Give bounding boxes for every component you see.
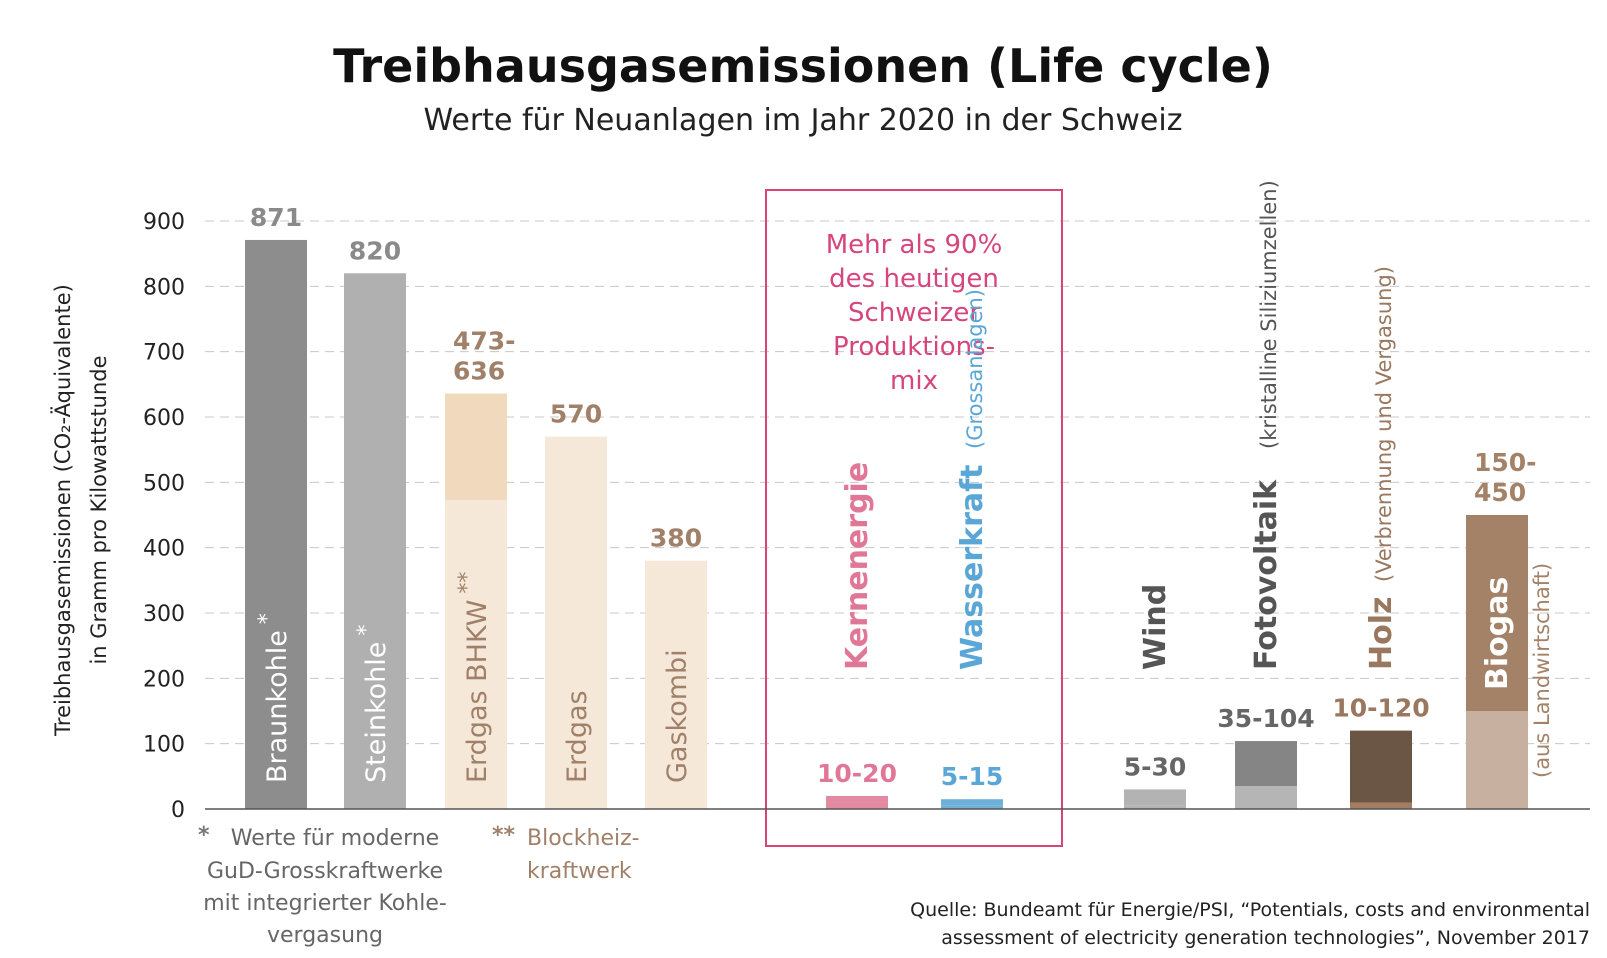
bar-name-fotovoltaik: Fotovoltaik — [1249, 479, 1284, 670]
y-tick-label: 200 — [143, 667, 185, 692]
y-axis-label-line1: Treibhausgasemissionen (CO₂-Äquivalente) — [50, 284, 75, 737]
bar-name-erdgas-bhkw: Erdgas BHKW** — [455, 572, 493, 783]
value-label-biogas: 150- — [1474, 448, 1537, 477]
footnote-bhkw-marker: ** — [492, 823, 516, 848]
bar-name-marker: * — [255, 613, 280, 624]
value-label-biogas: 450 — [1474, 478, 1526, 507]
y-axis-label: Treibhausgasemissionen (CO₂-Äquivalente)… — [50, 284, 111, 737]
bar-name-marker: * — [354, 625, 379, 636]
footnote-coal-line1: Werte für moderne — [231, 826, 439, 851]
bar-name-erdgas: Erdgas — [562, 690, 593, 783]
value-label-erdgas-bhkw: 473- — [453, 326, 516, 355]
value-label-wind: 5-30 — [1124, 752, 1187, 781]
bar-fotovoltaik-low — [1235, 786, 1297, 809]
y-tick-label: 400 — [143, 537, 185, 562]
bar-gaskombi-low — [645, 560, 707, 809]
bar-group-holz: 10-120 Holz (Verbrennung und Vergasung) — [1332, 266, 1430, 809]
footnote-coal: * Werte für moderne GuD-Grosskraftwerke … — [198, 823, 447, 948]
value-label-gaskombi: 380 — [650, 524, 702, 553]
bar-group-fotovoltaik: 35-104 Fotovoltaik (kristalline Siliziumze… — [1217, 180, 1315, 809]
value-label-steinkohle: 820 — [349, 236, 401, 265]
bar-name-marker: ** — [455, 572, 480, 594]
bar-name-gaskombi: Gaskombi — [662, 649, 693, 783]
value-label-erdgas-bhkw: 636 — [453, 356, 505, 385]
bar-name-steinkohle: Steinkohle* — [354, 625, 392, 783]
bar-holz-low — [1350, 802, 1412, 809]
bar-wind-low — [1124, 805, 1186, 809]
bar-sublabel-holz: (Verbrennung und Vergasung) — [1372, 266, 1396, 582]
bar-group-erdgas: 570 Erdgas — [545, 400, 607, 809]
bar-kernenergie-range — [826, 795, 888, 803]
y-axis-ticks: 0 100 200 300 400 500 600 700 800 900 — [143, 210, 185, 823]
gridlines — [205, 220, 1590, 745]
y-tick-label: 300 — [143, 602, 185, 627]
footnote-coal-line2: GuD-Grosskraftwerke — [207, 859, 443, 884]
mix-box-line: Mehr als 90% — [826, 230, 1003, 260]
bar-name-biogas: Biogas — [1480, 577, 1515, 690]
value-label-fotovoltaik: 35-104 — [1217, 704, 1314, 733]
bar-steinkohle-low — [344, 273, 406, 809]
bar-sublabel-fotovoltaik: (kristalline Siliziumzellen) — [1257, 180, 1281, 449]
bar-group-wasserkraft: 5-15 Wasserkraft (Grossanlagen) — [941, 289, 1004, 809]
bar-group-erdgas-bhkw: 473-636 Erdgas BHKW** — [445, 326, 516, 809]
bar-group-kernenergie: 10-20 Kernenergie — [817, 462, 897, 809]
chart-subtitle: Werte für Neuanlagen im Jahr 2020 in der… — [424, 103, 1183, 138]
bar-sublabel-biogas: (aus Landwirtschaft) — [1530, 563, 1554, 778]
footnote-coal-line4: vergasung — [267, 923, 383, 948]
y-tick-label: 500 — [143, 471, 185, 496]
bar-name-kernenergie: Kernenergie — [840, 462, 875, 670]
bar-sublabel-wasserkraft: (Grossanlagen) — [963, 289, 987, 449]
value-label-holz: 10-120 — [1332, 694, 1429, 723]
bar-erdgas-bhkw-range — [445, 393, 507, 500]
bars: 871 Braunkohle* 820 Steinkohle* 473-636 Erdga… — [245, 180, 1554, 810]
mix-box-line: mix — [890, 366, 938, 396]
source-note: Quelle: Bundeamt für Energie/PSI, “Poten… — [910, 899, 1590, 949]
mix-box-line: Produktions- — [833, 332, 995, 362]
source-line2: assessment of electricity generation tec… — [941, 927, 1590, 949]
y-axis-label-line2: in Gramm pro Kilowattstunde — [87, 355, 111, 664]
bar-wasserkraft-low — [941, 805, 1003, 809]
bar-name-holz: Holz — [1364, 597, 1399, 670]
mix-box-line: des heutigen — [829, 264, 999, 294]
bar-wind-range — [1124, 789, 1186, 806]
value-label-kernenergie: 10-20 — [817, 759, 897, 788]
bar-erdgas-low — [545, 436, 607, 809]
bar-name-wind: Wind — [1138, 584, 1173, 670]
y-tick-label: 800 — [143, 275, 185, 300]
footnote-coal-marker: * — [198, 823, 210, 848]
source-line1: Quelle: Bundeamt für Energie/PSI, “Poten… — [910, 899, 1590, 921]
y-tick-label: 600 — [143, 406, 185, 431]
bar-name-braunkohle: Braunkohle* — [255, 613, 293, 783]
bar-biogas-range — [1466, 515, 1528, 711]
bar-group-wind: 5-30 Wind — [1124, 584, 1187, 809]
y-tick-label: 900 — [143, 210, 185, 235]
bar-braunkohle-low — [245, 239, 307, 810]
bar-holz-range — [1350, 730, 1412, 803]
bar-group-gaskombi: 380 Gaskombi — [645, 524, 707, 809]
bar-fotovoltaik-range — [1235, 741, 1297, 787]
value-label-wasserkraft: 5-15 — [941, 762, 1004, 791]
bar-erdgas-bhkw-low — [445, 499, 507, 809]
mix-highlight-box — [765, 189, 1063, 847]
value-label-erdgas: 570 — [550, 400, 602, 429]
bar-kernenergie-low — [826, 802, 888, 809]
bar-group-braunkohle: 871 Braunkohle* — [245, 203, 307, 810]
bar-biogas-low — [1466, 711, 1528, 809]
y-tick-label: 100 — [143, 733, 185, 758]
footnote-bhkw-line1: Blockheiz- — [527, 826, 640, 851]
bar-group-steinkohle: 820 Steinkohle* — [344, 236, 406, 809]
y-tick-label: 700 — [143, 341, 185, 366]
bar-group-biogas: 150-450 Biogas (aus Landwirtschaft) — [1466, 448, 1554, 809]
mix-box-line: Schweizer — [848, 298, 980, 328]
y-tick-label: 0 — [171, 798, 185, 823]
mix-box-text: Mehr als 90% des heutigen Schweizer Produkt… — [826, 230, 1003, 396]
bar-name-wasserkraft: Wasserkraft — [955, 464, 990, 670]
chart-title: Treibhausgasemissionen (Life cycle) — [333, 39, 1273, 93]
footnote-bhkw-line2: kraftwerk — [527, 859, 632, 884]
value-label-braunkohle: 871 — [250, 203, 302, 232]
bar-wasserkraft-range — [941, 799, 1003, 806]
footnote-coal-line3: mit integrierter Kohle- — [203, 891, 447, 916]
footnote-bhkw: ** Blockheiz- kraftwerk — [492, 823, 640, 884]
